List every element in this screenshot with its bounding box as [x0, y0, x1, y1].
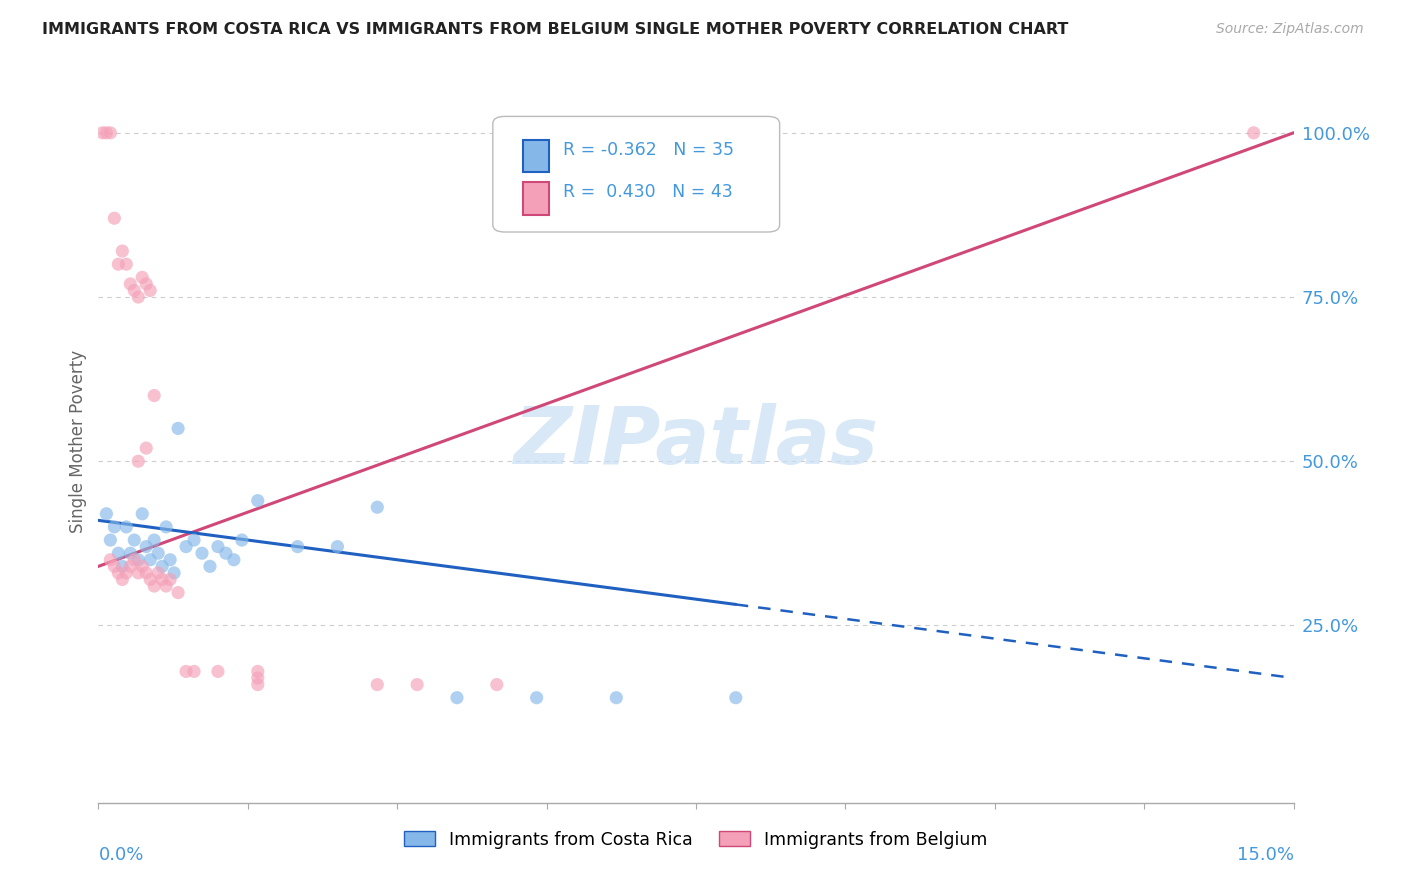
Point — [96, 126, 118, 140]
Text: Source: ZipAtlas.com: Source: ZipAtlas.com — [1216, 22, 1364, 37]
Bar — [523, 140, 548, 172]
Y-axis label: Single Mother Poverty: Single Mother Poverty — [69, 350, 87, 533]
Text: IMMIGRANTS FROM COSTA RICA VS IMMIGRANTS FROM BELGIUM SINGLE MOTHER POVERTY CORR: IMMIGRANTS FROM COSTA RICA VS IMMIGRANTS… — [42, 22, 1069, 37]
Point — [127, 566, 149, 580]
Point — [150, 559, 173, 574]
Point — [215, 546, 238, 560]
Point — [131, 559, 153, 574]
Point — [111, 244, 134, 258]
Point — [107, 546, 129, 560]
Point — [366, 677, 388, 691]
Point — [174, 540, 197, 554]
Point — [198, 559, 221, 574]
Point — [127, 290, 149, 304]
Point — [107, 566, 129, 580]
Point — [326, 540, 349, 554]
Point — [103, 211, 125, 226]
Point — [98, 126, 122, 140]
Text: R =  0.430   N = 43: R = 0.430 N = 43 — [564, 184, 733, 202]
Point — [366, 500, 388, 515]
Point — [163, 566, 186, 580]
Point — [139, 553, 162, 567]
Point — [446, 690, 468, 705]
Point — [139, 284, 162, 298]
Point — [115, 520, 138, 534]
Point — [148, 566, 170, 580]
Point — [98, 533, 122, 547]
Point — [131, 270, 153, 285]
Point — [120, 277, 142, 291]
Point — [143, 533, 166, 547]
Point — [526, 690, 548, 705]
Point — [231, 533, 253, 547]
Point — [222, 553, 245, 567]
Point — [150, 573, 173, 587]
Point — [724, 690, 747, 705]
Point — [103, 520, 125, 534]
Point — [135, 540, 157, 554]
Point — [139, 573, 162, 587]
Point — [127, 553, 149, 567]
Point — [111, 573, 134, 587]
Point — [183, 533, 205, 547]
Point — [155, 579, 177, 593]
Point — [111, 559, 134, 574]
FancyBboxPatch shape — [494, 116, 780, 232]
Point — [127, 454, 149, 468]
Point — [167, 421, 190, 435]
Point — [120, 546, 142, 560]
Point — [135, 277, 157, 291]
Point — [135, 441, 157, 455]
Point — [287, 540, 309, 554]
Bar — [523, 182, 548, 215]
Point — [135, 566, 157, 580]
Legend: Immigrants from Costa Rica, Immigrants from Belgium: Immigrants from Costa Rica, Immigrants f… — [398, 823, 994, 855]
Point — [143, 388, 166, 402]
Text: R = -0.362   N = 35: R = -0.362 N = 35 — [564, 141, 734, 159]
Point — [1243, 126, 1265, 140]
Point — [207, 665, 229, 679]
Point — [246, 671, 269, 685]
Point — [124, 553, 146, 567]
Point — [246, 665, 269, 679]
Point — [191, 546, 214, 560]
Text: 0.0%: 0.0% — [98, 847, 143, 864]
Point — [107, 257, 129, 271]
Point — [406, 677, 429, 691]
Point — [207, 540, 229, 554]
Point — [98, 553, 122, 567]
Point — [103, 559, 125, 574]
Text: 15.0%: 15.0% — [1236, 847, 1294, 864]
Text: ZIPatlas: ZIPatlas — [513, 402, 879, 481]
Point — [174, 665, 197, 679]
Point — [159, 553, 181, 567]
Point — [485, 677, 508, 691]
Point — [246, 493, 269, 508]
Point — [605, 690, 627, 705]
Point — [131, 507, 153, 521]
Point — [124, 533, 146, 547]
Point — [96, 507, 118, 521]
Point — [167, 585, 190, 599]
Point — [115, 257, 138, 271]
Point — [183, 665, 205, 679]
Point — [143, 579, 166, 593]
Point — [124, 284, 146, 298]
Point — [148, 546, 170, 560]
Point — [120, 559, 142, 574]
Point — [159, 573, 181, 587]
Point — [246, 677, 269, 691]
Point — [115, 566, 138, 580]
Point — [91, 126, 114, 140]
Point — [155, 520, 177, 534]
